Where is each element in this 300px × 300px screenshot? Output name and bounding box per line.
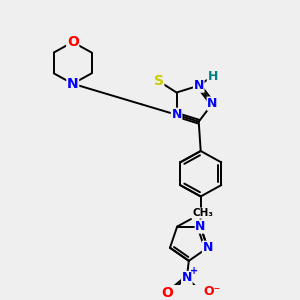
Text: N: N — [171, 108, 182, 121]
Text: N: N — [207, 97, 218, 110]
Text: N: N — [195, 220, 206, 233]
Text: S: S — [154, 74, 164, 88]
Text: O: O — [161, 286, 173, 300]
Text: O⁻: O⁻ — [204, 285, 221, 298]
Text: N: N — [67, 77, 79, 91]
Text: +: + — [190, 266, 198, 276]
Text: O: O — [67, 35, 79, 49]
Text: CH₃: CH₃ — [192, 208, 213, 218]
Text: H: H — [207, 70, 218, 83]
Text: N: N — [182, 272, 192, 284]
Text: N: N — [202, 241, 213, 254]
Text: N: N — [194, 79, 204, 92]
